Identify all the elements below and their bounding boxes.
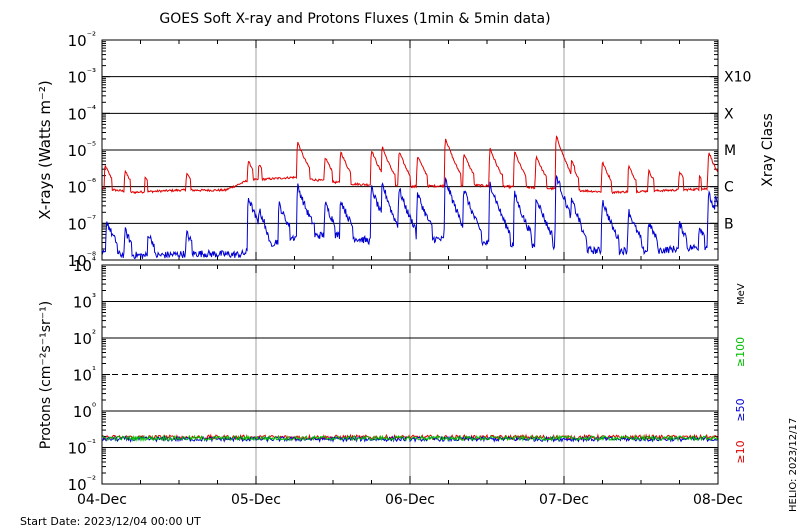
energy-legend-label: ≥50 [734, 398, 747, 421]
y-tick-label: 10⁻⁵ [68, 141, 96, 160]
y-tick-label: 10⁴ [73, 256, 96, 275]
xray-class-label: C [724, 180, 734, 196]
xray-class-label: X10 [724, 70, 751, 86]
xray-class-label: B [724, 216, 734, 232]
y-tick-label: 10¹ [73, 366, 96, 385]
proton-axis-title: Protons (cm⁻²s⁻¹sr⁻¹) [38, 301, 54, 450]
x-tick-label: 04-Dec [77, 492, 127, 508]
x-tick-label: 06-Dec [385, 492, 435, 508]
xray-panel: 10⁻⁸ 10⁻⁷ 10⁻⁶ 10⁻⁵ 10⁻⁴ 10⁻³ 10⁻² B C M X X10 Xray … [36, 31, 776, 270]
xray-long-series [101, 135, 719, 195]
energy-legend-label: ≥100 [734, 337, 747, 367]
start-date-label: Start Date: 2023/12/04 00:00 UT [20, 515, 201, 528]
x-axis: 04-Dec 05-Dec 06-Dec 07-Dec 08-Dec [77, 492, 743, 508]
chart-title: GOES Soft X-ray and Protons Fluxes (1min… [159, 11, 550, 27]
helio-date-label: HELIO: 2023/12/17 [788, 418, 799, 512]
xray-axis-title: X-rays (Watts m⁻²) [36, 80, 54, 219]
x-tick-label: 07-Dec [539, 492, 589, 508]
energy-unit-label: MeV [736, 283, 747, 305]
y-tick-label: 10⁻⁸ [68, 251, 96, 270]
xray-class-label: X [724, 106, 734, 122]
xray-class-axis-title: Xray Class [760, 113, 776, 187]
y-tick-label: 10⁻⁶ [68, 178, 96, 197]
x-tick-label: 05-Dec [231, 492, 281, 508]
proton-frame [101, 264, 719, 485]
energy-legend-label: ≥10 [734, 440, 747, 463]
x-tick-label: 08-Dec [693, 492, 743, 508]
proton-series-2 [101, 434, 719, 443]
xray-class-label: M [724, 143, 736, 159]
y-tick-label: 10⁻² [68, 31, 96, 50]
y-tick-label: 10⁻⁷ [68, 214, 96, 233]
xray-frame [101, 39, 719, 261]
y-tick-label: 10⁰ [73, 402, 96, 421]
y-tick-label: 10³ [73, 293, 96, 312]
proton-panel: 10⁻² 10⁻¹ 10⁰ 10¹ 10² 10³ 10⁴ MeV ≥10 ≥50 ≥100 Prot… [38, 256, 747, 494]
y-tick-label: 10⁻³ [68, 68, 96, 87]
y-tick-label: 10⁻² [68, 475, 96, 494]
xray-short-series [101, 174, 719, 260]
y-tick-label: 10² [73, 329, 96, 348]
y-tick-label: 10⁻¹ [68, 439, 96, 458]
y-tick-label: 10⁻⁴ [68, 104, 96, 123]
